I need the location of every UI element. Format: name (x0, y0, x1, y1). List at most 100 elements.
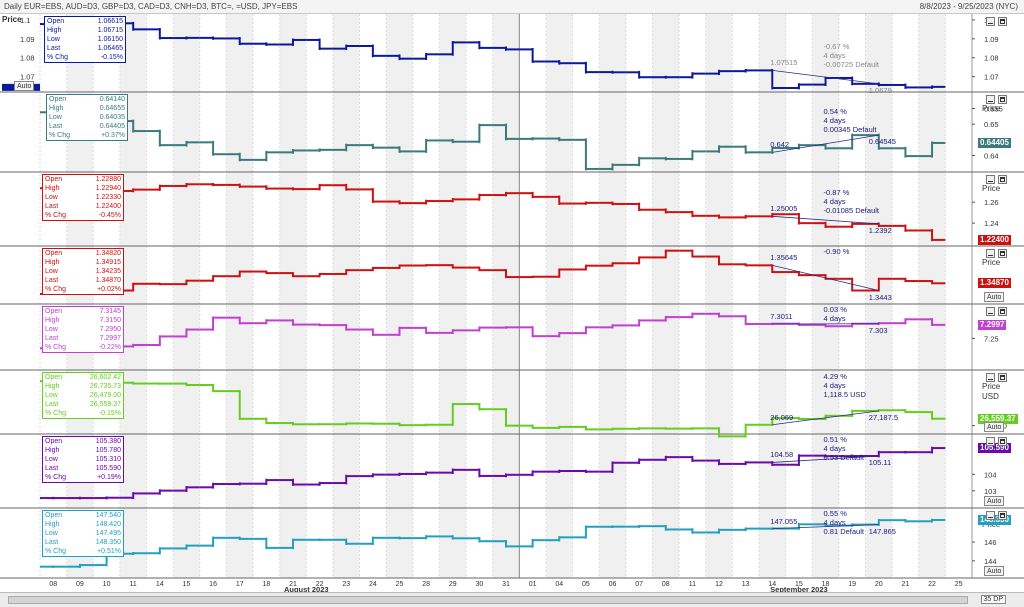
info-key: Open (49, 96, 67, 103)
info-row: Last 1.06465 (47, 44, 123, 53)
info-key: Open (45, 308, 63, 315)
info-value: 0.64035 (99, 114, 125, 121)
panel-maximize-button[interactable] (998, 373, 1007, 382)
annotation-line: 0.51 % (823, 435, 847, 444)
info-key: Last (45, 203, 59, 210)
panel-maximize-button[interactable] (998, 17, 1007, 26)
panel-maximize-button[interactable] (998, 249, 1007, 258)
info-row: Open 0.64140 (49, 95, 125, 104)
y-tick-label-left: 1.07 (20, 73, 35, 82)
annotation-line: 0.00345 Default (823, 125, 877, 135)
panel-minimize-button[interactable] (986, 175, 995, 184)
info-row: High 1.06715 (47, 26, 123, 35)
panel-minimize-button[interactable] (986, 511, 995, 520)
ohlc-info-box: Open 1.22880 High 1.22940 Low 1.22330 Last 1.22… (42, 174, 124, 221)
info-value: 1.34915 (95, 259, 121, 266)
trend-annotation-line (772, 215, 879, 225)
x-tick-label: 18 (822, 581, 830, 588)
info-row: % Chg +0.02% (45, 285, 121, 294)
dp-indicator[interactable]: 35 DP (980, 595, 1006, 604)
column-shade (332, 14, 360, 578)
info-key: High (45, 185, 60, 192)
auto-scale-button[interactable]: Auto (984, 292, 1005, 302)
panel-maximize-button[interactable] (998, 95, 1007, 104)
panel-minimize-button[interactable] (986, 17, 995, 26)
panel-maximize-button[interactable] (998, 307, 1007, 316)
x-tick-label: 20 (875, 581, 883, 588)
x-tick-label: 29 (449, 581, 457, 588)
info-value: 1.06465 (97, 45, 123, 52)
info-key: High (45, 447, 60, 454)
panel-minimize-button[interactable] (986, 437, 995, 446)
x-tick-label: 15 (183, 581, 191, 588)
right-axis-bg (972, 14, 1024, 592)
info-value: 7.2950 (99, 326, 121, 333)
annotation-end-label: 105.11 (868, 457, 892, 467)
y-tick-label: 7.25 (984, 334, 999, 343)
trend-annotation-line (772, 455, 879, 463)
info-key: Open (45, 176, 63, 183)
annotation-line: -0.67 % (823, 42, 850, 52)
x-tick-label: 08 (49, 581, 57, 588)
y-tick-label-left: 1.09 (20, 35, 35, 44)
info-value: 26,602.42 (89, 374, 121, 381)
x-tick-label: 11 (130, 581, 137, 588)
annotation-start-label: 26,069 (770, 412, 794, 422)
annotation-line: -0.00725 Default (823, 60, 879, 70)
column-shade (758, 14, 786, 578)
panel-minimize-button[interactable] (986, 307, 995, 316)
info-key: Low (45, 456, 58, 463)
panel-minimize-button[interactable] (986, 373, 995, 382)
annotation-end-label: 1.2392 (868, 225, 892, 235)
info-row: Last 0.64405 (49, 122, 125, 131)
auto-scale-button[interactable]: Auto (984, 496, 1005, 506)
x-tick-label: 08 (662, 581, 670, 588)
info-key: % Chg (45, 344, 67, 351)
x-tick-label: 11 (689, 581, 696, 588)
scroll-thumb[interactable] (8, 596, 968, 604)
info-key: Open (45, 512, 63, 519)
info-key: Last (45, 335, 59, 342)
info-row: High 26,735.73 (45, 382, 121, 391)
auto-scale-button[interactable]: Auto (984, 422, 1005, 432)
price-axis-label: Price (982, 382, 1001, 391)
auto-scale-button[interactable]: Auto (14, 81, 35, 91)
x-tick-label: 14 (156, 581, 164, 588)
info-key: Low (49, 114, 62, 121)
column-shade (652, 14, 680, 578)
info-key: % Chg (49, 132, 71, 139)
y-tick-label: 0.64 (984, 151, 999, 160)
info-row: Low 26,479.00 (45, 391, 121, 400)
x-tick-label: 09 (76, 581, 84, 588)
panel-maximize-button[interactable] (998, 437, 1007, 446)
column-shade (492, 14, 520, 578)
x-tick-label: 07 (635, 581, 643, 588)
info-row: Low 147.495 (45, 529, 121, 538)
info-row: Last 1.22400 (45, 202, 121, 211)
x-tick-label: 22 (928, 581, 936, 588)
info-value: 7.3145 (99, 308, 121, 315)
price-axis-label: Price (982, 184, 1001, 193)
info-row: Low 1.34235 (45, 267, 121, 276)
annotation-line: 4 days (823, 197, 846, 207)
annotation-line: 4 days (823, 444, 846, 453)
chart-area[interactable]: 1.11.11.091.091.081.081.071.070.6550.650… (0, 14, 1024, 592)
y-tick-label: 146 (984, 538, 997, 547)
info-row: High 105.780 (45, 446, 121, 455)
auto-scale-button[interactable]: Auto (984, 566, 1005, 576)
annotation-end-label: 1.0679 (868, 85, 892, 95)
bottom-scrollbar[interactable]: 35 DP (0, 592, 1024, 607)
y-tick-label-left: 1.1 (20, 16, 30, 25)
info-row: High 7.3150 (45, 316, 121, 325)
trend-annotation-line (772, 134, 879, 153)
panel-minimize-button[interactable] (986, 249, 995, 258)
last-value-box: 7.2997 (978, 319, 1007, 330)
info-row: % Chg +0.19% (45, 473, 121, 482)
panel-maximize-button[interactable] (998, 511, 1007, 520)
info-row: Open 1.34820 (45, 249, 121, 258)
info-value: 0.64140 (99, 96, 125, 103)
info-row: Last 105.590 (45, 464, 121, 473)
panel-minimize-button[interactable] (986, 95, 995, 104)
annotation-text: 0.55 % 4 days 0.81 Default (824, 509, 864, 536)
panel-maximize-button[interactable] (998, 175, 1007, 184)
